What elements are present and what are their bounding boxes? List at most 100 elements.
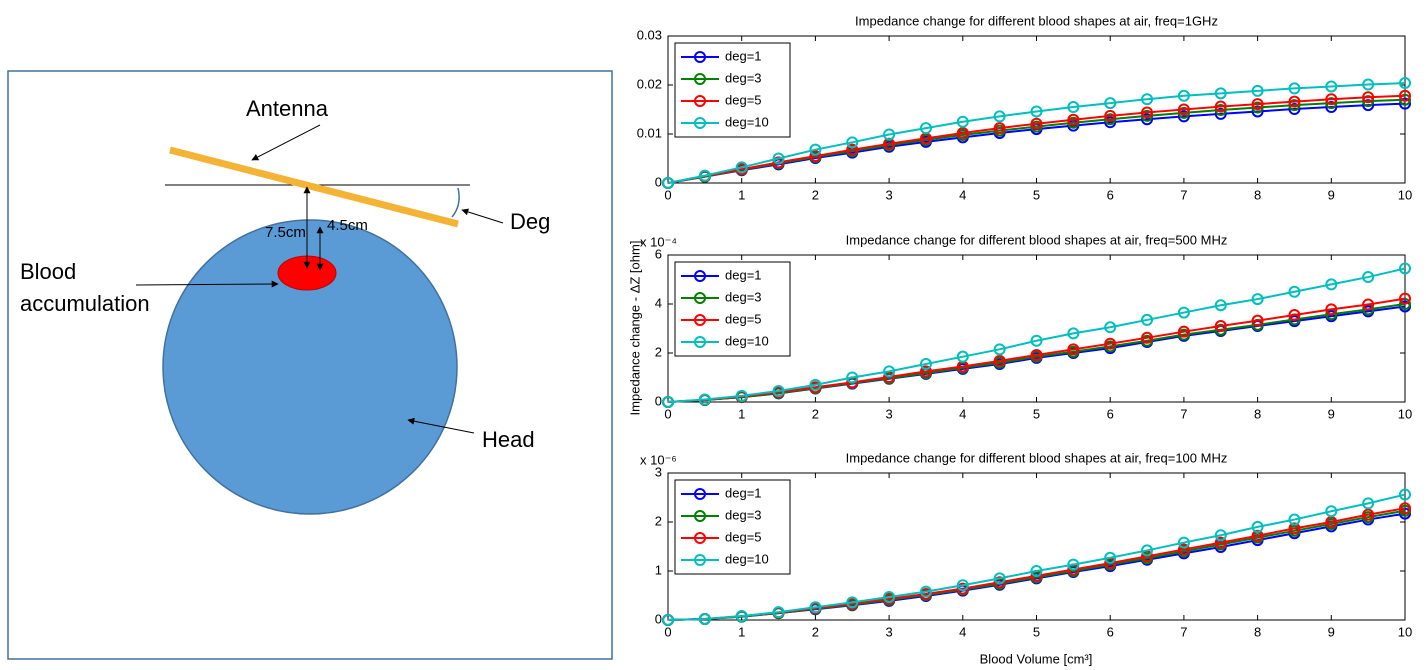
x-tick-label: 9 bbox=[1328, 624, 1335, 639]
data-point bbox=[1251, 293, 1264, 306]
data-point bbox=[1399, 77, 1411, 90]
data-point bbox=[1399, 89, 1411, 102]
data-point bbox=[993, 354, 1006, 367]
legend-marker bbox=[694, 510, 706, 522]
data-point bbox=[993, 572, 1006, 585]
legend-box bbox=[674, 42, 791, 138]
data-point bbox=[698, 613, 711, 626]
legend-label: deg=10 bbox=[725, 333, 769, 348]
diagram: Antenna Deg 7.5cm 4.5cm Blood accumulati… bbox=[7, 70, 613, 660]
legend-marker bbox=[694, 270, 706, 282]
data-point bbox=[1251, 314, 1264, 327]
data-point bbox=[1214, 536, 1227, 549]
data-point bbox=[1251, 101, 1264, 114]
legend-marker bbox=[694, 292, 706, 304]
data-point bbox=[846, 371, 859, 384]
legend-label: deg=10 bbox=[725, 114, 769, 129]
label: accumulation bbox=[20, 291, 150, 316]
data-point bbox=[1214, 320, 1227, 333]
data-point bbox=[1177, 106, 1190, 119]
x-tick-label: 5 bbox=[1033, 624, 1040, 639]
legend-label: deg=3 bbox=[725, 70, 762, 85]
data-point bbox=[1141, 109, 1154, 122]
x-tick-label: 4 bbox=[959, 406, 966, 421]
data-point bbox=[1141, 331, 1154, 344]
data-point bbox=[1141, 93, 1154, 106]
data-point bbox=[1177, 543, 1190, 556]
data-point bbox=[1325, 101, 1338, 114]
data-point bbox=[1399, 488, 1411, 501]
y-axis-label: Impedance change - ΔZ [ohm] bbox=[627, 241, 642, 416]
data-point bbox=[735, 610, 748, 623]
data-point bbox=[1214, 529, 1227, 542]
x-tick-label: 10 bbox=[1398, 624, 1412, 639]
label: Blood bbox=[20, 259, 76, 284]
legend-label: deg=5 bbox=[725, 529, 762, 544]
data-point bbox=[662, 396, 674, 408]
data-point bbox=[1399, 292, 1411, 305]
data-point bbox=[1067, 113, 1080, 126]
x-tick-label: 6 bbox=[1107, 624, 1114, 639]
data-point bbox=[809, 150, 822, 163]
data-point bbox=[809, 143, 822, 156]
x-tick-label: 8 bbox=[1254, 406, 1261, 421]
data-point bbox=[1325, 505, 1338, 518]
y-exponent: x 10⁻⁶ bbox=[640, 452, 677, 467]
legend-box bbox=[674, 261, 791, 357]
data-point bbox=[1214, 323, 1227, 336]
data-point bbox=[1325, 303, 1338, 316]
data-point bbox=[993, 343, 1006, 356]
legend-marker bbox=[694, 117, 706, 129]
data-point bbox=[1067, 343, 1080, 356]
legend-label: deg=5 bbox=[725, 92, 762, 107]
data-point bbox=[1177, 325, 1190, 338]
x-tick-label: 2 bbox=[812, 406, 819, 421]
data-point bbox=[993, 122, 1006, 135]
data-point bbox=[1141, 544, 1154, 557]
data-point bbox=[1399, 93, 1411, 106]
data-point bbox=[1362, 271, 1375, 284]
x-tick-label: 0 bbox=[664, 624, 671, 639]
data-point bbox=[1104, 113, 1117, 126]
y-tick-label: 0 bbox=[655, 393, 662, 408]
data-point bbox=[1030, 565, 1043, 577]
legend-marker bbox=[694, 554, 706, 566]
data-point bbox=[1362, 508, 1375, 521]
data-point bbox=[1251, 520, 1264, 533]
data-point bbox=[846, 596, 859, 609]
legend-label: deg=10 bbox=[725, 551, 769, 566]
data-point bbox=[1288, 82, 1301, 95]
x-tick-label: 3 bbox=[885, 406, 892, 421]
x-tick-label: 2 bbox=[812, 624, 819, 639]
x-tick-label: 2 bbox=[812, 187, 819, 202]
data-point bbox=[1251, 105, 1264, 118]
legend-marker bbox=[694, 532, 706, 544]
series-line bbox=[667, 94, 1406, 184]
data-point bbox=[1288, 99, 1301, 112]
data-point bbox=[1288, 285, 1301, 298]
x-tick-label: 4 bbox=[959, 187, 966, 202]
x-tick-label: 6 bbox=[1107, 187, 1114, 202]
data-point bbox=[809, 378, 822, 391]
chart: Impedance change for different blood sha… bbox=[640, 450, 1412, 639]
x-tick-label: 9 bbox=[1328, 187, 1335, 202]
data-point bbox=[956, 127, 969, 140]
data-point bbox=[1288, 309, 1301, 322]
data-point bbox=[1030, 105, 1043, 118]
data-point bbox=[846, 143, 859, 156]
data-point bbox=[698, 169, 711, 182]
legend-marker bbox=[694, 51, 706, 63]
data-point bbox=[1141, 106, 1154, 119]
data-point bbox=[956, 115, 969, 128]
label: Deg bbox=[510, 209, 550, 234]
x-tick-label: 10 bbox=[1398, 187, 1412, 202]
y-tick-label: 0 bbox=[655, 174, 662, 189]
data-point bbox=[735, 161, 748, 174]
data-point bbox=[1104, 109, 1117, 122]
data-point bbox=[809, 601, 822, 614]
data-point bbox=[1325, 97, 1338, 110]
pointer-arrow bbox=[461, 208, 504, 224]
y-exponent: x 10⁻⁴ bbox=[640, 234, 677, 249]
